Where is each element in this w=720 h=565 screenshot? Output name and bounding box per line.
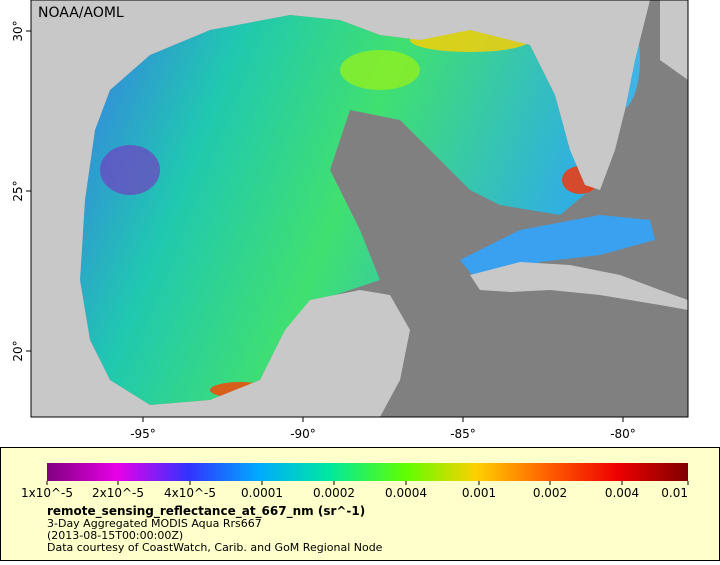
colorbar-tick-label: 2x10^-5: [92, 486, 144, 500]
land: [660, 0, 688, 80]
colorbar-tick-label: 0.002: [533, 486, 567, 500]
colorbar-tick-label: 0.01: [661, 486, 688, 500]
watermark: NOAA/AOML: [38, 5, 124, 21]
lat-tick-label: 30°: [11, 20, 25, 41]
lat-tick-label: 25°: [11, 180, 25, 201]
colorbar-tick-label: 0.0001: [241, 486, 283, 500]
lat-tick-label: 20°: [11, 340, 25, 361]
colorbar-tick-label: 0.0002: [313, 486, 355, 500]
map-frame: [30, 0, 689, 418]
map: [31, 0, 688, 417]
lon-tick-label: -85°: [450, 427, 476, 441]
legend-line: 3-Day Aggregated MODIS Aqua Rrs667: [47, 517, 262, 530]
colorbar-tick-label: 0.004: [605, 486, 639, 500]
data-coverage: [80, 15, 590, 405]
legend-variable: remote_sensing_reflectance_at_667_nm (sr…: [47, 504, 365, 519]
colorbar-tick-label: 0.0004: [385, 486, 427, 500]
lon-tick-label: -95°: [130, 427, 156, 441]
colorbar: [47, 463, 688, 481]
legend-line: Data courtesy of CoastWatch, Carib. and …: [47, 541, 383, 554]
land: [31, 0, 650, 417]
lon-tick-label: -80°: [610, 427, 636, 441]
land: [470, 262, 688, 310]
data-patch: [340, 50, 420, 90]
colorbar-tick-label: 0.001: [462, 486, 496, 500]
legend-line: (2013-08-15T00:00:00Z): [47, 529, 183, 542]
colorbar-tick-label: 4x10^-5: [164, 486, 216, 500]
colorbar-tick-label: 1x10^-5: [21, 486, 73, 500]
data-patch: [100, 145, 160, 195]
lon-tick-label: -90°: [290, 427, 316, 441]
